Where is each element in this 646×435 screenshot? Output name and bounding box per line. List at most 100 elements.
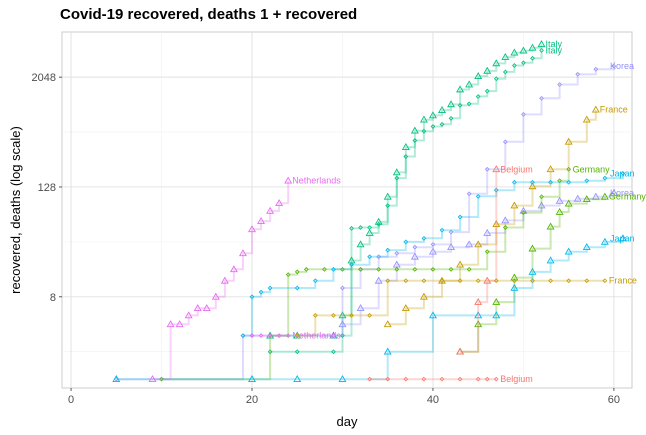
- data-point: [521, 60, 526, 66]
- data-point: [294, 349, 300, 355]
- data-point: [421, 376, 427, 382]
- series-label: Japan: [610, 233, 635, 243]
- data-point: [512, 179, 517, 185]
- data-point: [564, 199, 573, 207]
- data-point: [385, 278, 391, 284]
- data-point: [367, 254, 372, 260]
- series-line: [161, 169, 570, 381]
- data-point: [285, 333, 291, 339]
- series-label: Germany: [609, 192, 646, 202]
- data-point: [112, 375, 121, 383]
- data-point: [294, 333, 300, 339]
- x-tick-label: 0: [68, 394, 74, 406]
- data-point: [229, 265, 238, 273]
- data-point: [439, 376, 445, 382]
- data-point: [383, 192, 392, 200]
- data-point: [403, 278, 409, 284]
- data-point: [492, 220, 501, 228]
- data-point: [493, 278, 499, 284]
- data-point: [465, 80, 474, 88]
- data-point: [419, 292, 428, 300]
- data-point: [376, 266, 382, 272]
- x-tick-label: 20: [246, 394, 258, 406]
- data-point: [555, 207, 564, 215]
- data-point: [349, 226, 354, 231]
- data-point: [582, 115, 591, 123]
- data-point: [474, 311, 483, 319]
- data-point: [474, 297, 483, 305]
- data-point: [573, 194, 582, 202]
- data-point: [510, 283, 519, 291]
- y-axis-title: recovered, deaths (log scale): [8, 126, 23, 294]
- data-point: [267, 285, 273, 291]
- series-line: [152, 180, 290, 381]
- data-point: [294, 285, 300, 291]
- data-point: [519, 206, 528, 214]
- chart-title: Covid-19 recovered, deaths 1 + recovered: [60, 6, 358, 23]
- data-point: [303, 266, 309, 272]
- data-point: [502, 69, 508, 75]
- data-point: [466, 266, 472, 272]
- data-point: [493, 376, 499, 382]
- data-point: [376, 221, 382, 227]
- data-point: [419, 115, 428, 123]
- data-point: [438, 276, 446, 284]
- data-point: [492, 311, 501, 319]
- data-point: [530, 179, 535, 185]
- data-point: [385, 376, 391, 382]
- data-point: [548, 179, 553, 185]
- data-point: [211, 292, 220, 300]
- series-label: Germany: [573, 164, 611, 174]
- data-point: [483, 276, 492, 284]
- data-point: [493, 76, 499, 82]
- data-point: [184, 311, 193, 319]
- data-point: [457, 376, 463, 382]
- data-point: [528, 267, 537, 275]
- data-point: [600, 237, 609, 245]
- series-label: Netherlands: [292, 176, 341, 186]
- data-point: [193, 304, 202, 312]
- data-point: [383, 320, 392, 328]
- data-point: [421, 278, 427, 284]
- data-point: [428, 111, 437, 119]
- data-point: [521, 210, 526, 215]
- series-line: [387, 109, 597, 326]
- data-point: [392, 168, 401, 176]
- data-point: [484, 249, 490, 255]
- data-point: [439, 121, 445, 127]
- data-point: [385, 203, 391, 208]
- data-point: [448, 229, 454, 235]
- data-point: [385, 247, 391, 253]
- data-point: [474, 240, 483, 248]
- data-point: [465, 240, 474, 248]
- data-point: [358, 266, 363, 272]
- data-point: [428, 311, 437, 319]
- data-point: [401, 304, 410, 312]
- data-point: [448, 115, 454, 121]
- data-point: [276, 333, 282, 339]
- x-tick-label: 40: [427, 394, 439, 406]
- series-line: [243, 173, 624, 337]
- data-point: [394, 266, 400, 272]
- data-point: [539, 194, 544, 200]
- data-point: [521, 112, 526, 117]
- data-point: [428, 247, 437, 255]
- data-point: [501, 52, 510, 60]
- data-point: [475, 94, 481, 99]
- data-point: [175, 320, 184, 328]
- data-point: [285, 272, 291, 277]
- data-point: [249, 333, 255, 339]
- data-point: [447, 243, 456, 251]
- data-point: [394, 175, 400, 181]
- data-point: [367, 313, 372, 318]
- data-point: [257, 217, 266, 224]
- data-point: [439, 227, 445, 233]
- data-point: [484, 166, 490, 172]
- data-point: [456, 85, 465, 93]
- data-point: [248, 375, 256, 383]
- data-point: [566, 179, 572, 185]
- data-point: [519, 46, 528, 54]
- data-point: [249, 294, 255, 300]
- data-point: [412, 138, 418, 143]
- data-point: [474, 320, 483, 328]
